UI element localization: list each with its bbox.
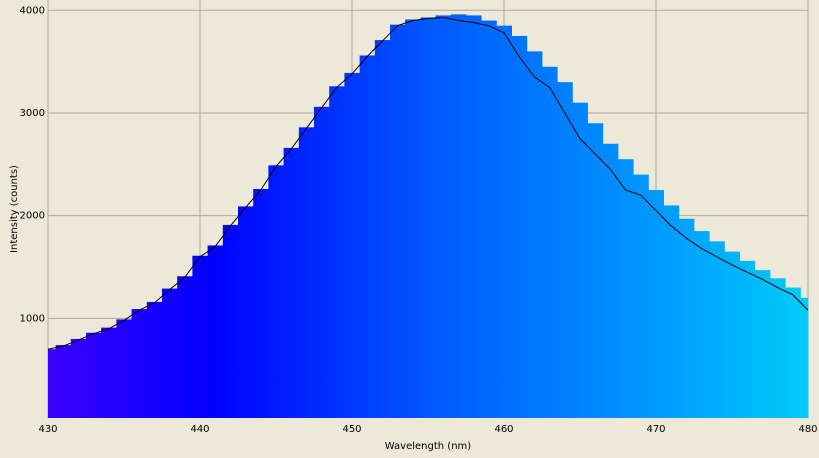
- bar: [329, 86, 345, 419]
- bar: [222, 224, 239, 418]
- x-tick-label: 470: [646, 424, 665, 435]
- bar: [374, 40, 391, 419]
- bar: [238, 206, 254, 418]
- bar: [663, 205, 680, 418]
- bar: [131, 309, 148, 418]
- bar: [785, 287, 801, 418]
- bar: [572, 102, 588, 419]
- bar: [420, 17, 436, 418]
- bar: [162, 288, 178, 418]
- x-tick-label: 430: [38, 424, 57, 435]
- bar: [450, 14, 467, 418]
- x-tick-label: 440: [190, 424, 209, 435]
- x-axis-label: Wavelength (nm): [385, 441, 471, 452]
- bar: [207, 245, 224, 418]
- x-tick-label: 460: [494, 424, 513, 435]
- bar: [466, 15, 482, 419]
- bar: [101, 327, 117, 418]
- bar: [754, 270, 771, 418]
- bar: [511, 35, 528, 418]
- bar: [557, 82, 573, 418]
- bar: [177, 276, 193, 418]
- bar: [739, 260, 756, 418]
- bar: [481, 20, 497, 419]
- y-axis-label: Intensity (counts): [9, 165, 20, 253]
- bar: [314, 106, 330, 418]
- x-tick-label: 480: [798, 424, 817, 435]
- bar: [800, 297, 809, 418]
- bar: [344, 72, 360, 419]
- bar: [48, 349, 56, 418]
- bar: [770, 278, 786, 418]
- bar: [602, 143, 619, 418]
- bar: [298, 127, 315, 418]
- bar: [694, 231, 710, 418]
- bar: [86, 332, 102, 418]
- spectrum-line: [47, 16, 809, 350]
- bar: [618, 159, 634, 418]
- bar: [709, 241, 725, 418]
- bar: [405, 19, 421, 418]
- bar: [146, 301, 163, 418]
- bar: [192, 255, 208, 418]
- bar: [633, 174, 649, 418]
- bar: [70, 338, 87, 418]
- bar: [587, 123, 604, 419]
- bar: [359, 55, 376, 418]
- bar: [542, 66, 558, 418]
- bar: [678, 218, 695, 418]
- x-tick-label: 450: [342, 424, 361, 435]
- bar: [268, 165, 284, 418]
- bar: [55, 345, 72, 418]
- bar: [526, 51, 543, 419]
- bar: [390, 24, 406, 418]
- y-tick-label: 4000: [20, 5, 45, 16]
- bar: [496, 25, 512, 418]
- y-tick-label: 1000: [20, 313, 45, 324]
- bar: [283, 147, 300, 418]
- y-tick-label: 3000: [20, 108, 45, 119]
- bar: [116, 319, 132, 418]
- bar: [724, 251, 740, 418]
- bar: [648, 190, 664, 418]
- y-tick-label: 2000: [20, 211, 45, 222]
- bar: [253, 188, 269, 418]
- bar: [435, 15, 452, 419]
